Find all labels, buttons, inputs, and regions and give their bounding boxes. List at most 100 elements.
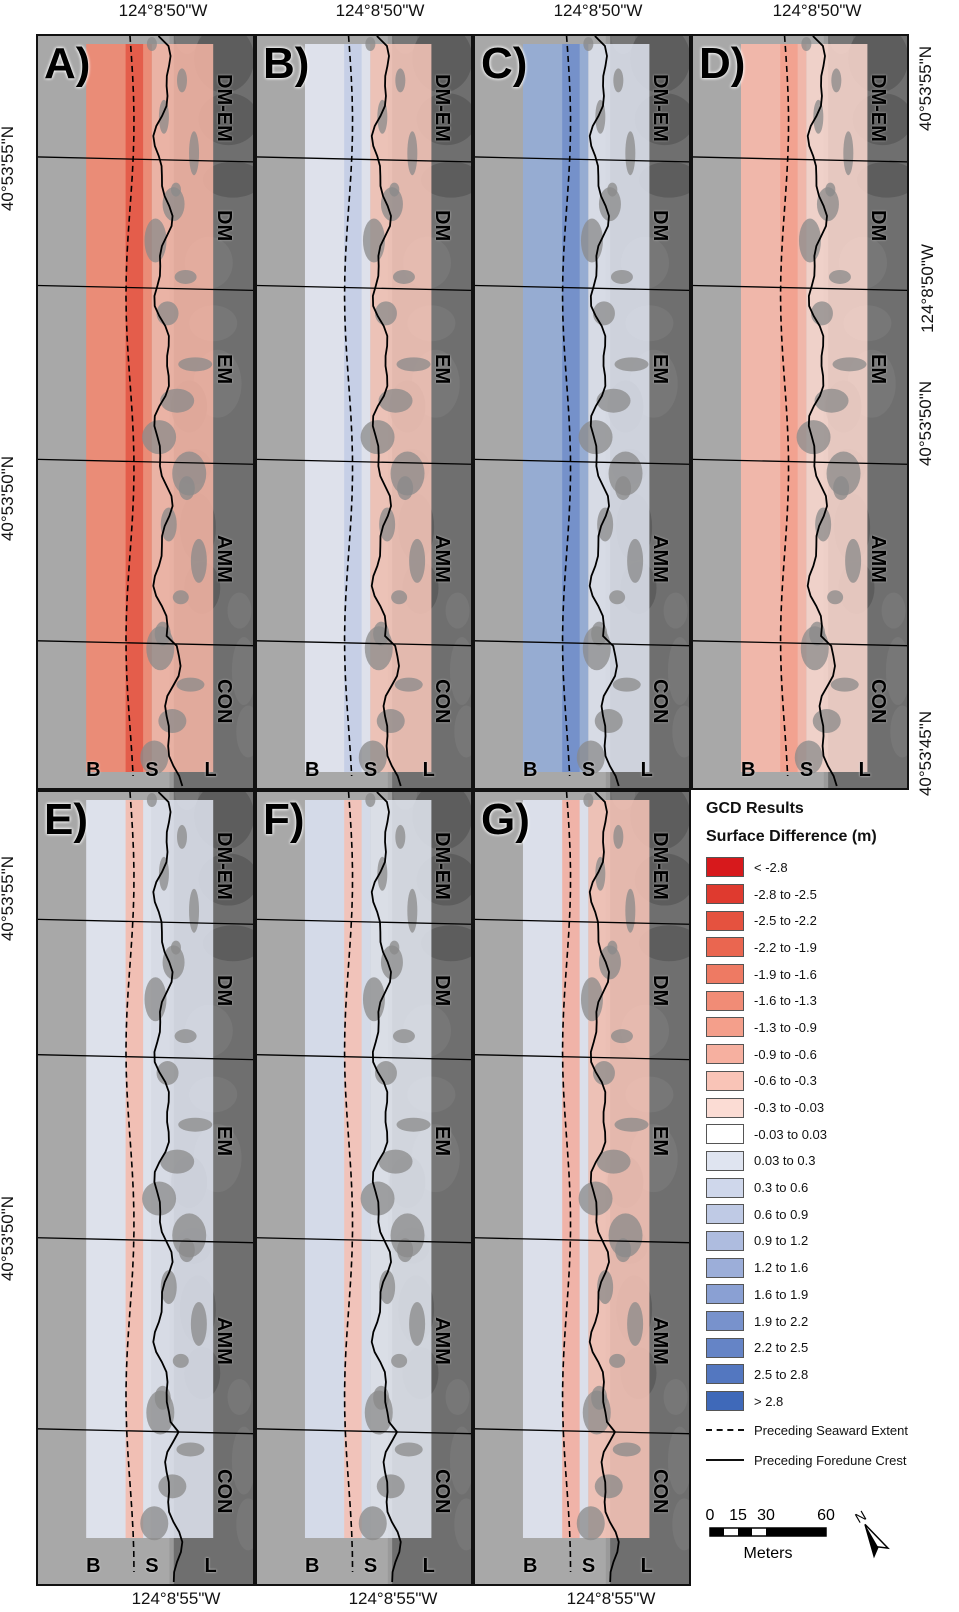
zone-label-em: EM — [431, 353, 453, 384]
legend-color-swatch — [706, 1204, 744, 1225]
longitude-label-top-d: 124°8'50"W — [772, 1, 862, 20]
legend-class-label: 1.2 to 1.6 — [754, 1260, 809, 1276]
longitude-label-top-a: 124°8'50"W — [118, 1, 208, 20]
latitude-label-left-1: 40°53'55"N — [0, 125, 18, 212]
latitude-label-left-3: 40°53'55"N — [0, 855, 18, 942]
latitude-label-right-1: 40°53'55"N — [916, 45, 936, 132]
legend-class-row: -0.03 to 0.03 — [706, 1121, 946, 1148]
map-panel-b: B) DM-EM DM EM AMM CON B S L — [255, 34, 473, 790]
zone-base-label-b: B — [86, 759, 101, 781]
zone-label-em: EM — [431, 1126, 453, 1157]
north-letter: N — [852, 1507, 869, 1526]
zone-base-label-s: S — [581, 1555, 596, 1577]
legend-class-row: -2.2 to -1.9 — [706, 934, 946, 961]
legend-class-row: 2.5 to 2.8 — [706, 1361, 946, 1388]
zone-label-em: EM — [649, 1126, 671, 1157]
legend-line-label: Preceding Seaward Extent — [754, 1422, 908, 1438]
legend-class-label: 1.9 to 2.2 — [754, 1313, 809, 1329]
legend-class-label: -1.6 to -1.3 — [754, 993, 817, 1009]
zone-label-dm-em: DM-EM — [431, 831, 453, 900]
zone-label-con: CON — [213, 678, 235, 724]
legend-class-row: 1.9 to 2.2 — [706, 1308, 946, 1335]
legend-class-label: -1.3 to -0.9 — [754, 1019, 817, 1035]
legend-class-label: -2.2 to -1.9 — [754, 939, 817, 955]
zone-base-label-b: B — [86, 1555, 101, 1577]
legend-class-label: 0.9 to 1.2 — [754, 1233, 809, 1249]
legend-color-swatch — [706, 1391, 744, 1412]
zone-label-dm: DM — [431, 209, 453, 241]
legend-class-row: > 2.8 — [706, 1388, 946, 1415]
zone-base-label-l: L — [858, 759, 871, 781]
legend-class-row: 0.3 to 0.6 — [706, 1174, 946, 1201]
zone-label-con: CON — [213, 1468, 235, 1514]
zone-base-label-l: L — [422, 759, 435, 781]
longitude-label-top-b: 124°8'50"W — [335, 1, 425, 20]
panel-label: G) — [481, 795, 530, 844]
zone-base-label-s: S — [363, 1555, 378, 1577]
legend-class-label: -0.03 to 0.03 — [754, 1126, 827, 1142]
legend-line-crest: Preceding Foredune Crest — [706, 1446, 946, 1474]
panel-map-image — [475, 36, 689, 788]
map-panel-g: G) DM-EM DM EM AMM CON B S L — [473, 790, 691, 1586]
legend-class-label: -2.5 to -2.2 — [754, 913, 817, 929]
legend-class-row: 1.2 to 1.6 — [706, 1254, 946, 1281]
legend-class-label: 0.03 to 0.3 — [754, 1153, 816, 1169]
legend-color-swatch — [706, 1097, 744, 1118]
legend-class-label: > 2.8 — [754, 1393, 784, 1409]
latitude-label-right-4: 40°53'45"N — [916, 710, 936, 797]
zone-label-dm: DM — [649, 209, 671, 241]
map-panel-c: C) DM-EM DM EM AMM CON B S L — [473, 34, 691, 790]
legend-class-row: 2.2 to 2.5 — [706, 1334, 946, 1361]
zone-base-label-l: L — [204, 1555, 217, 1577]
panel-map-image — [257, 792, 471, 1584]
legend-color-swatch — [706, 884, 744, 905]
zone-label-dm-em: DM-EM — [649, 831, 671, 900]
legend-color-swatch — [706, 1257, 744, 1278]
longitude-label-top-c: 124°8'50"W — [553, 1, 643, 20]
zone-label-dm-em: DM-EM — [213, 73, 235, 142]
map-panel-f: F) DM-EM DM EM AMM CON B S L — [255, 790, 473, 1586]
legend-class-row: 1.6 to 1.9 — [706, 1281, 946, 1308]
legend-class-row: 0.6 to 0.9 — [706, 1201, 946, 1228]
scale-tick-60: 60 — [817, 1507, 835, 1524]
zone-label-dm-em: DM-EM — [213, 831, 235, 900]
legend-class-label: 0.3 to 0.6 — [754, 1180, 809, 1196]
zone-base-label-b: B — [304, 1555, 320, 1577]
legend-line-seaward: Preceding Seaward Extent — [706, 1416, 946, 1444]
legend-class-label: -0.3 to -0.03 — [754, 1100, 825, 1116]
scale-unit: Meters — [744, 1545, 793, 1562]
zone-base-label-l: L — [640, 1555, 653, 1577]
legend-color-swatch — [706, 1177, 744, 1198]
zone-base-label-s: S — [799, 759, 814, 781]
legend-class-row: 0.03 to 0.3 — [706, 1148, 946, 1175]
zone-label-con: CON — [431, 1468, 453, 1514]
zone-label-amm: AMM — [431, 1317, 453, 1366]
legend-class-label: 2.2 to 2.5 — [754, 1340, 809, 1356]
zone-label-amm: AMM — [431, 534, 453, 583]
legend-color-swatch — [706, 1044, 744, 1065]
zone-label-em: EM — [649, 353, 671, 384]
legend-class-label: -0.9 to -0.6 — [754, 1046, 817, 1062]
panel-map-image — [693, 36, 907, 788]
legend-class-row: -1.9 to -1.6 — [706, 961, 946, 988]
panel-label: C) — [481, 39, 528, 88]
legend-color-swatch — [706, 1311, 744, 1332]
zone-label-amm: AMM — [649, 534, 671, 583]
zone-label-con: CON — [649, 678, 671, 724]
longitude-label-bottom-f: 124°8'55"W — [348, 1589, 438, 1608]
scale-tick-15: 15 — [729, 1507, 747, 1524]
legend-color-swatch — [706, 857, 744, 878]
legend-class-label: -1.9 to -1.6 — [754, 966, 817, 982]
zone-base-label-b: B — [522, 759, 538, 781]
legend-color-swatch — [706, 1017, 744, 1038]
zone-label-dm: DM — [431, 975, 453, 1007]
panel-map-image — [38, 36, 253, 788]
zone-label-dm-em: DM-EM — [431, 73, 453, 142]
panel-map-image — [475, 792, 689, 1584]
latitude-label-left-2: 40°53'50"N — [0, 455, 18, 542]
longitude-label-bottom-e: 124°8'55"W — [131, 1589, 221, 1608]
panel-map-image — [38, 792, 253, 1584]
zone-label-dm: DM — [867, 209, 889, 241]
legend-class-label: 0.6 to 0.9 — [754, 1206, 809, 1222]
zone-base-label-s: S — [363, 759, 378, 781]
